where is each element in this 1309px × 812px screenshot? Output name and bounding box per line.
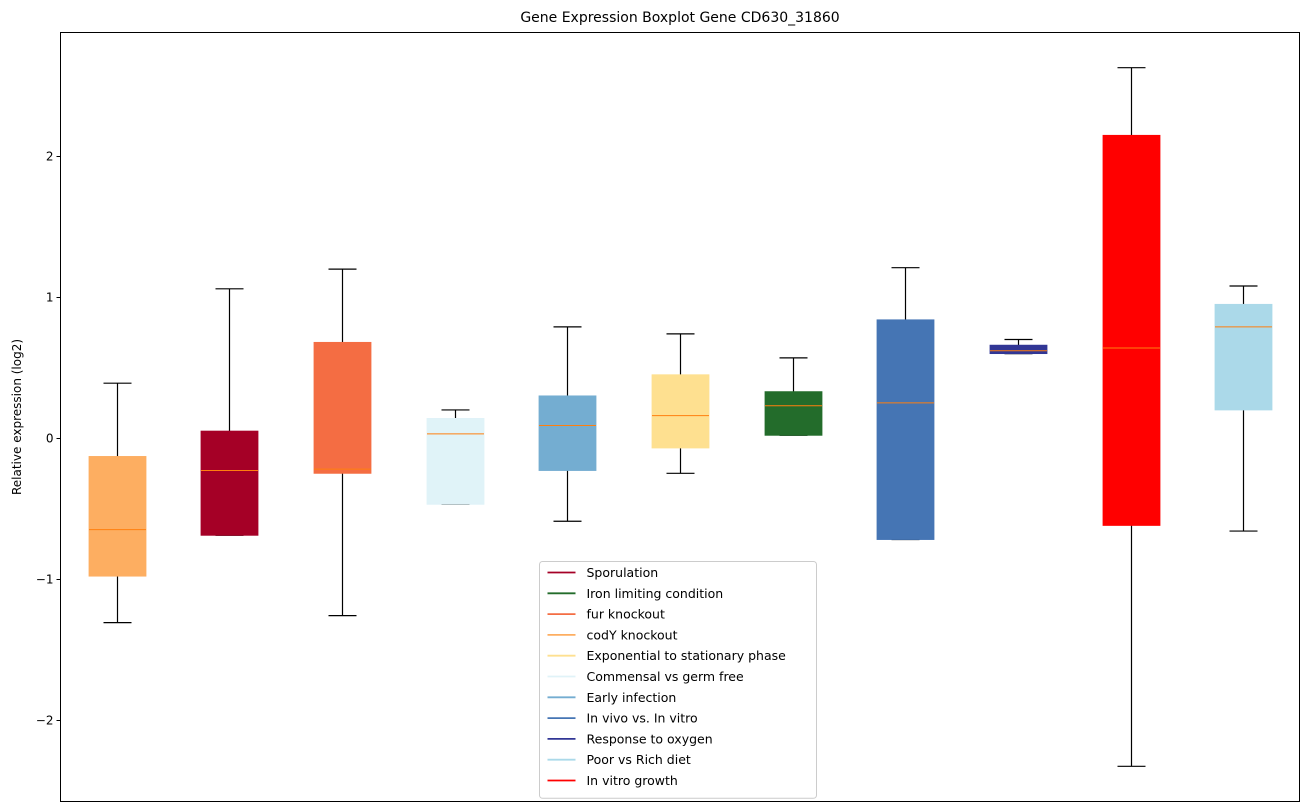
box-body <box>876 319 935 540</box>
legend-label: Exponential to stationary phase <box>587 648 787 663</box>
legend-label: Poor vs Rich diet <box>587 752 691 767</box>
box-body <box>1102 134 1161 526</box>
box-body <box>989 344 1048 355</box>
legend-frame <box>539 561 817 799</box>
legend-entry: In vitro growth <box>547 773 678 788</box>
box-body <box>764 391 823 436</box>
y-axis-label: Relative expression (log2) <box>10 339 24 495</box>
legend-entry: Early infection <box>547 690 677 705</box>
box-commensal-vs-germ-free <box>426 409 485 505</box>
box-body <box>426 418 485 505</box>
box-poor-vs-rich-diet <box>1214 285 1273 532</box>
box-body <box>88 456 147 577</box>
legend-label: In vivo vs. In vitro <box>587 711 698 726</box>
box-body <box>200 430 259 536</box>
box-response-to-oxygen <box>989 338 1048 355</box>
legend-entry: In vivo vs. In vitro <box>547 711 698 726</box>
y-ticks-group: −2 −1 0 1 2 <box>36 150 61 728</box>
box-body <box>538 395 597 471</box>
legend: Sporulation Iron limiting condition fur kn… <box>539 561 817 799</box>
legend-label: In vitro growth <box>587 773 678 788</box>
y-tick-label: 0 <box>46 432 54 446</box>
box-cody-knockout <box>88 382 147 624</box>
y-tick-label: 2 <box>46 150 54 164</box>
legend-entry: Sporulation <box>547 565 659 580</box>
y-tick-label: −2 <box>36 714 54 728</box>
box-body <box>651 374 710 449</box>
box-early-infection <box>538 326 597 522</box>
box-fur-knockout <box>313 268 372 617</box>
boxes-group <box>88 67 1273 767</box>
box-iron-limiting-condition <box>764 357 823 436</box>
y-tick-label: −1 <box>36 573 54 587</box>
legend-label: codY knockout <box>587 627 678 642</box>
box-in-vivo-vs-in-vitro <box>876 267 935 541</box>
legend-label: Iron limiting condition <box>587 586 724 601</box>
box-sporulation <box>200 288 259 536</box>
legend-entry: Poor vs Rich diet <box>547 752 691 767</box>
legend-entry: Response to oxygen <box>547 731 713 746</box>
chart-title: Gene Expression Boxplot Gene CD630_31860 <box>520 10 839 26</box>
legend-entry: Commensal vs germ free <box>547 669 744 684</box>
box-exponential-to-stationary-phase <box>651 333 710 474</box>
legend-label: Early infection <box>587 690 677 705</box>
box-body <box>313 341 372 474</box>
legend-entry: Iron limiting condition <box>547 586 724 601</box>
legend-entry: fur knockout <box>547 607 665 622</box>
box-in-vitro-growth <box>1102 67 1161 767</box>
legend-label: fur knockout <box>587 607 665 622</box>
legend-label: Sporulation <box>587 565 659 580</box>
y-tick-label: 1 <box>46 291 54 305</box>
legend-entry: codY knockout <box>547 627 678 642</box>
legend-label: Commensal vs germ free <box>587 669 744 684</box>
plot-area-frame <box>60 32 1300 802</box>
legend-entry: Exponential to stationary phase <box>547 648 787 663</box>
box-body <box>1214 303 1273 411</box>
legend-label: Response to oxygen <box>587 731 713 746</box>
